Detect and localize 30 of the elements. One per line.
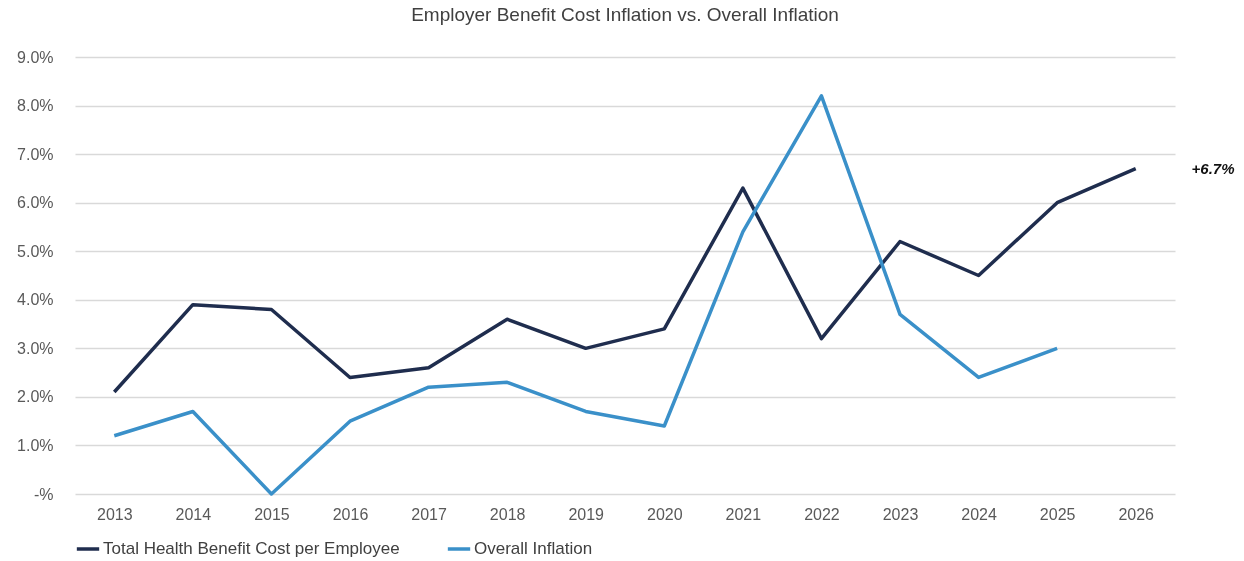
x-tick-label: 2016 <box>332 505 369 523</box>
y-tick-label: -% <box>33 485 54 503</box>
x-tick-label: 2023 <box>882 505 919 523</box>
x-tick-label: 2019 <box>568 505 605 523</box>
y-tick-label: 1.0% <box>17 436 54 454</box>
y-tick-label: 4.0% <box>17 291 54 309</box>
x-tick-label: 2022 <box>804 505 840 523</box>
y-tick-label: 3.0% <box>17 339 54 357</box>
y-tick-label: 8.0% <box>17 97 54 115</box>
y-tick-label: 7.0% <box>17 145 54 163</box>
text: +6.7% <box>1191 160 1235 177</box>
y-tick-label: 2.0% <box>17 388 54 406</box>
x-tick-label: 2015 <box>254 505 290 523</box>
x-tick-label: 2021 <box>725 505 762 523</box>
chart-title: Employer Benefit Cost Inflation vs. Overall Inflation <box>411 4 839 25</box>
y-tick-label: 5.0% <box>17 242 54 260</box>
y-tick-label: 9.0% <box>17 48 54 66</box>
x-tick-label: 2026 <box>1118 505 1155 523</box>
x-tick-label: 2013 <box>96 505 133 523</box>
x-tick-label: 2024 <box>961 505 997 523</box>
legend-label: Overall Inflation <box>474 539 593 558</box>
x-tick-label: 2025 <box>1039 505 1076 523</box>
x-tick-label: 2018 <box>489 505 526 523</box>
line-series <box>112 94 1059 496</box>
x-tick-label: 2017 <box>411 505 447 523</box>
legend-label: Total Health Benefit Cost per Employee <box>103 539 400 558</box>
x-tick-label: 2014 <box>175 505 212 523</box>
line-series <box>112 166 1138 394</box>
y-tick-label: 6.0% <box>17 194 54 212</box>
x-tick-label: 2020 <box>646 505 683 523</box>
